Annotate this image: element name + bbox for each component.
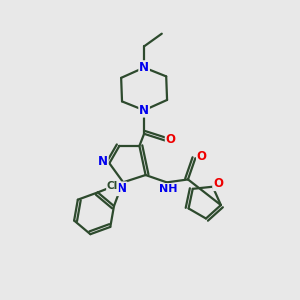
Text: Cl: Cl [107, 181, 118, 191]
Text: N: N [117, 182, 127, 195]
Text: O: O [213, 177, 223, 190]
Text: NH: NH [159, 184, 178, 194]
Text: O: O [197, 150, 207, 163]
Text: O: O [166, 133, 176, 146]
Text: N: N [98, 155, 108, 168]
Text: N: N [139, 61, 149, 74]
Text: N: N [139, 104, 149, 117]
